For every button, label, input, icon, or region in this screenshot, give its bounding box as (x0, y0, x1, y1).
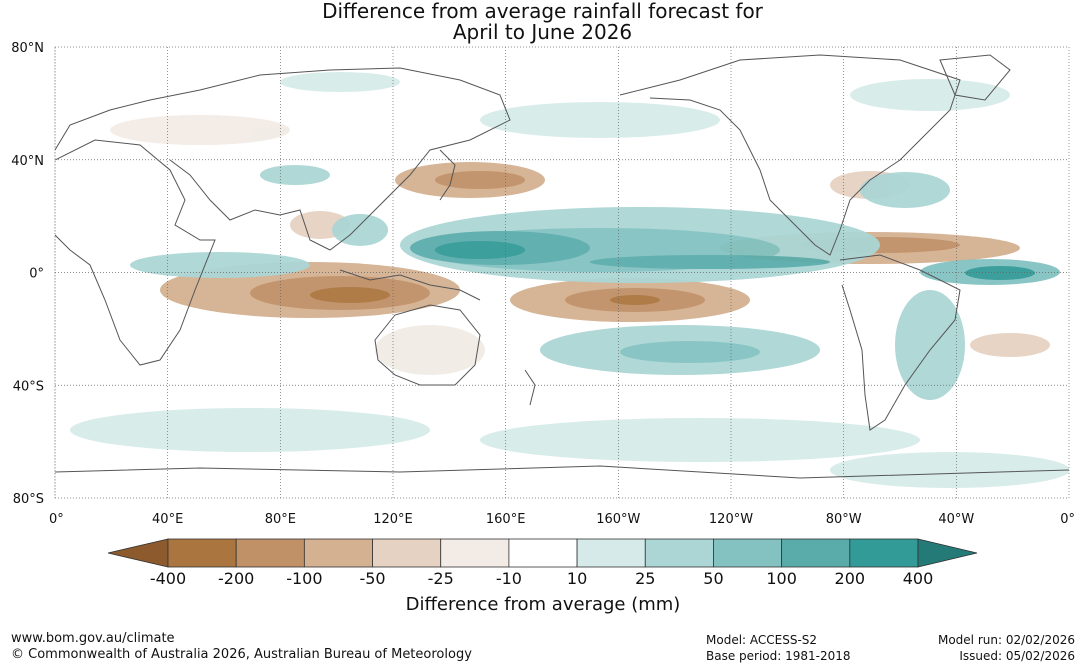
map-title-line-2: April to June 2026 (452, 20, 633, 44)
colorbar-tick-label: -100 (286, 569, 322, 588)
colorbar-tick-labels: -400 -200 -100 -50 -25 -10 10 25 50 100 200 400 (150, 569, 933, 588)
japan-coast (439, 149, 456, 201)
wet-region-equatorial (590, 255, 830, 269)
wet-region-north-atlantic (860, 172, 950, 208)
north-america-coast (619, 54, 961, 256)
colorbar-tick-label: -400 (150, 569, 186, 588)
colorbar-tick-label: -10 (496, 569, 522, 588)
wet-region-arctic (850, 79, 1010, 111)
lon-label: 0° (1060, 512, 1075, 527)
colorbar-bin (372, 538, 442, 568)
colorbar-tick-label: 400 (903, 569, 934, 588)
wet-anomaly-regions (70, 72, 1069, 488)
colorbar-bin (440, 538, 510, 568)
colorbar-tick-label: -50 (359, 569, 385, 588)
lat-label: 40°S (13, 379, 44, 394)
antarctica-coast (55, 465, 1069, 479)
dry-region-indian-ocean-peak (310, 287, 390, 303)
lat-label: 80°N (11, 41, 44, 56)
lat-label: 40°N (11, 154, 44, 169)
footer-model: Model: ACCESS-S2 (706, 633, 818, 647)
colorbar-extend-high (917, 538, 978, 568)
wet-region-south-pacific-core (620, 341, 760, 363)
footer-url-link[interactable]: www.bom.gov.au/climate (11, 631, 175, 646)
footer-model-run: Model run: 02/02/2026 (937, 633, 1075, 647)
wet-region-west-pacific-core (435, 241, 525, 259)
footer-copyright: © Commonwealth of Australia 2026, Austra… (11, 647, 472, 662)
lon-label: 80°E (265, 512, 296, 527)
longitude-labels: 0° 40°E 80°E 120°E 160°E 160°W 120°W 80°W 40°W 0° (49, 512, 1075, 527)
lon-label: 120°E (373, 512, 413, 527)
dry-region-south-pacific-peak (610, 295, 660, 305)
colorbar-tick-label: -25 (428, 569, 454, 588)
lon-label: 0° (49, 512, 64, 527)
dry-region-eurasia (110, 115, 290, 145)
colorbar-label: Difference from average (mm) (406, 594, 681, 615)
africa-coast (55, 139, 216, 366)
colorbar-extend-low (107, 538, 169, 568)
lon-label: 160°W (596, 512, 640, 527)
lon-label: 160°E (486, 512, 526, 527)
wet-region-north-pacific (480, 102, 720, 138)
colorbar-bin (644, 538, 714, 568)
footer-left: www.bom.gov.au/climate © Commonwealth of… (11, 631, 472, 663)
colorbar-bin (713, 538, 783, 568)
footer-base-period: Base period: 1981-2018 (706, 649, 851, 663)
wet-region-central-asia (260, 165, 330, 185)
footer-issued: Issued: 05/02/2026 (959, 649, 1075, 663)
wet-region-equatorial-atlantic-core (965, 266, 1035, 280)
dry-region-south-atlantic (970, 333, 1050, 357)
wet-region-southern-ocean-east (480, 418, 920, 462)
colorbar-bin (303, 538, 373, 568)
colorbar-tick-label: 200 (835, 569, 866, 588)
colorbar-bin (167, 538, 237, 568)
anomaly-field (70, 72, 1069, 488)
colorbar-tick-label: 50 (703, 569, 723, 588)
colorbar-tick-label: 10 (567, 569, 587, 588)
latitude-labels: 80°N 40°N 0° 40°S 80°S (11, 41, 44, 507)
colorbar-tick-label: -200 (218, 569, 254, 588)
indonesia-coast (339, 269, 481, 301)
map-title-line-1: Difference from average rainfall forecas… (322, 0, 763, 23)
lat-label: 0° (29, 267, 44, 282)
australia-coast (374, 304, 481, 386)
wet-region-south-china (332, 214, 388, 246)
wet-region-indian-ocean (130, 252, 310, 278)
lat-label: 80°S (13, 492, 44, 507)
colorbar-tick-label: 100 (766, 569, 797, 588)
eurasia-coast (55, 67, 511, 251)
footer-model-info: Model: ACCESS-S2 Base period: 1981-2018 (706, 632, 851, 664)
dry-region-nw-pacific-core (435, 171, 525, 189)
colorbar-bin (849, 538, 919, 568)
wet-region-antarctic (830, 452, 1069, 488)
colorbar-bin (235, 538, 305, 568)
lon-label: 80°W (826, 512, 862, 527)
wet-region-southern-ocean-west (70, 408, 430, 452)
colorbar-tick-label: 25 (635, 569, 655, 588)
map-frame (54, 46, 1070, 499)
dry-region-australia (375, 325, 485, 375)
lon-label: 120°W (709, 512, 753, 527)
lon-label: 40°W (938, 512, 974, 527)
colorbar-bin (576, 538, 646, 568)
colorbar (107, 538, 978, 568)
wet-region-siberia (280, 72, 400, 92)
lon-label: 40°E (152, 512, 183, 527)
colorbar-bin (508, 538, 578, 568)
footer-run-info: Model run: 02/02/2026 Issued: 05/02/2026 (938, 632, 1075, 664)
map-panel: 80°N 40°N 0° 40°S 80°S 0° 40°E 80°E 120°E 160°E 1… (11, 41, 1075, 527)
wet-region-south-america (895, 290, 965, 400)
greenland-coast (939, 54, 1011, 101)
colorbar-bin (781, 538, 851, 568)
